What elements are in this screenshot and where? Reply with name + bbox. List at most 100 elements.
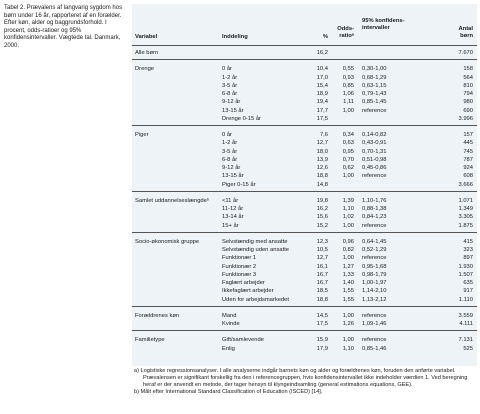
- cell: 1.507: [458, 271, 473, 278]
- cell: 3-5 år: [222, 148, 238, 155]
- cell: 17,5: [316, 321, 328, 327]
- cell: 1.875: [458, 222, 473, 229]
- cell: 1,10-1,76: [362, 197, 387, 204]
- cell: 0,64-1,45: [362, 238, 387, 245]
- cell: 1,33: [342, 271, 354, 278]
- cell: 0,51-0,98: [362, 156, 387, 163]
- column-header: Inddeling: [222, 34, 248, 40]
- cell: 18,8: [316, 173, 328, 180]
- cell: 1,00: [342, 255, 354, 262]
- cell: 18,5: [316, 288, 328, 295]
- section-rule: [132, 190, 477, 192]
- cell: 13,9: [316, 156, 328, 163]
- cell: <11 år: [222, 197, 239, 204]
- cell: 1,55: [342, 288, 354, 295]
- cell: 15,9: [316, 337, 328, 344]
- cell: 1,00: [342, 173, 354, 180]
- cell: 1.930: [458, 263, 473, 270]
- cell: 9-12 år: [222, 165, 241, 171]
- cell: 3-5 år: [222, 82, 238, 89]
- cell: 18,9: [316, 91, 328, 97]
- cell: 1,00: [342, 312, 354, 319]
- section-rule: [132, 305, 477, 307]
- cell: 1,55: [342, 296, 354, 303]
- cell: 16,2: [316, 50, 328, 56]
- cell: 0,98-1,79: [362, 271, 387, 278]
- cell: Kvinde: [222, 321, 240, 327]
- cell: 11-12 år: [222, 206, 244, 212]
- cell: reference: [362, 312, 387, 319]
- cell: 6-8 år: [222, 156, 238, 163]
- cell: reference: [362, 337, 387, 344]
- cell: 14,5: [316, 312, 328, 319]
- cell: 0,96: [342, 238, 354, 245]
- section-rule: [132, 231, 477, 233]
- cell: 1,00-1,97: [362, 280, 387, 286]
- section-rule: [132, 330, 477, 332]
- cell: 1-2 år: [222, 74, 238, 81]
- section-label: Forældrenes køn: [135, 312, 180, 319]
- section-label: Familietype: [135, 337, 165, 344]
- cell: 12,7: [316, 255, 328, 262]
- cell: 0,30-1,00: [362, 66, 387, 73]
- cell: 635: [463, 280, 473, 286]
- cell: 323: [463, 247, 473, 253]
- cell: Piger 0-15 år: [222, 181, 256, 188]
- cell: 16,7: [316, 271, 328, 278]
- section-label: Alle børn: [135, 50, 159, 56]
- cell: 18,8: [316, 296, 328, 303]
- cell: 17,9: [316, 345, 328, 352]
- cell: 0,85-1,46: [362, 345, 387, 352]
- cell: 0,82: [342, 247, 354, 253]
- cell: 3.559: [458, 312, 473, 319]
- cell: Mand: [222, 312, 237, 319]
- cell: 0,70: [342, 156, 354, 163]
- cell: Gift/samlevende: [222, 337, 264, 344]
- cell: 12,6: [316, 165, 328, 171]
- cell: 0,45-0,86: [362, 165, 387, 171]
- cell: 13-14 år: [222, 214, 244, 221]
- column-header: Odds-ratioᵃ: [337, 26, 354, 39]
- cell: 0,70-1,31: [362, 148, 387, 155]
- cell: 3.996: [458, 115, 473, 122]
- cell: 787: [463, 156, 473, 163]
- cell: Selvstændig uden ansatte: [222, 247, 290, 253]
- cell: 0,34: [342, 132, 354, 138]
- header-rule: [132, 45, 477, 46]
- cell: 16,2: [316, 206, 328, 212]
- cell: 794: [463, 91, 473, 97]
- cell: 1,14-2,10: [362, 288, 387, 295]
- cell: 1,00: [342, 107, 354, 114]
- cell: 15+ år: [222, 222, 239, 229]
- cell: 158: [463, 66, 473, 73]
- cell: 1,09-1,46: [362, 321, 387, 327]
- cell: 445: [463, 140, 473, 147]
- cell: 0,55: [342, 66, 354, 73]
- footnote: b) Målt efter International Standard Cla…: [134, 389, 323, 395]
- cell: 917: [463, 288, 473, 295]
- cell: reference: [362, 255, 387, 262]
- cell: 16,1: [316, 263, 328, 270]
- cell: 7,6: [319, 132, 328, 138]
- cell: Uden for arbejdsmarkedet: [222, 296, 290, 303]
- cell: reference: [362, 173, 387, 180]
- cell: 0,95-1,68: [362, 263, 387, 270]
- column-header: 95% konfidens-intervaller: [362, 18, 405, 31]
- cell: 1,13-2,12: [362, 296, 387, 303]
- cell: Faglært arbejder: [222, 280, 265, 286]
- table: Variabel Inddeling% Odds-ratioᵃ 95% konfide…: [132, 4, 477, 366]
- footnote: a) Logistiske regressionsanalyser. I all…: [134, 368, 468, 388]
- cell: 0,85-1,45: [362, 99, 387, 106]
- cell: 980: [463, 99, 473, 106]
- cell: 1,26: [342, 321, 354, 327]
- cell: 0,63-1,15: [362, 82, 387, 89]
- cell: 924: [463, 165, 473, 171]
- cell: 608: [463, 173, 473, 180]
- cell: 1,10: [342, 206, 354, 212]
- cell: 3.666: [458, 181, 473, 188]
- section-label: Drenge: [135, 66, 155, 73]
- cell: 15,2: [316, 222, 328, 229]
- cell: 690: [463, 107, 473, 114]
- cell: 9-12 år: [222, 99, 241, 106]
